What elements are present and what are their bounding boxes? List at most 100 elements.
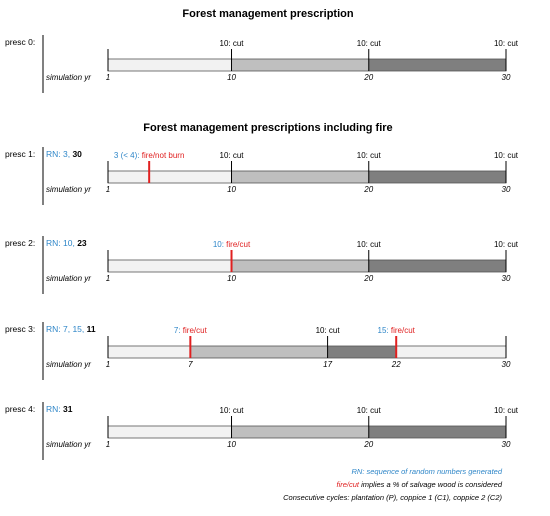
cut-event-label: 10: cut [220,39,245,48]
cycle-segment [108,426,232,438]
prescription-row: presc 4: RN: 31 simulation yr 10: cut 10: cu… [5,402,519,460]
fire-event-number: 3 (< 4): [114,151,142,160]
fire-event-number: 10: [213,240,226,249]
cycle-segment [368,59,506,71]
prescription-row: presc 3: RN: 7, 15, 11 simulation yr 7: fir… [5,322,511,380]
cycle-segment [368,426,506,438]
fire-section-title: Forest management prescriptions includin… [143,122,392,134]
year-tick-label: 17 [323,360,332,369]
legend-fire: fire/cut implies a % of salvage wood is … [336,480,502,489]
simulation-yr-label: simulation yr [46,185,91,194]
cut-event-label: 10: cut [494,39,519,48]
cycle-segment [368,260,506,272]
rn-final-value: 31 [63,404,73,414]
legend-cycles: Consecutive cycles: plantation (P), copp… [283,493,502,502]
cycle-segment [108,59,232,71]
year-tick-label: 20 [363,73,373,82]
cut-event-label: 10: cut [357,240,382,249]
rn-final-value: 11 [87,324,96,334]
prescription-row: presc 1: RN: 3, 30 simulation yr 3 (< 4): f… [5,147,519,205]
rn-values: 3, [63,149,72,159]
cycle-segment [327,346,397,358]
cycle-segment [231,59,369,71]
simulation-yr-label: simulation yr [46,360,91,369]
cut-event-label: 10: cut [494,151,519,160]
cut-event-label: 10: cut [220,406,245,415]
simulation-yr-label: simulation yr [46,274,91,283]
cycle-segment [108,171,232,183]
cut-event-label: 10: cut [357,39,382,48]
year-tick-label: 7 [188,360,193,369]
prescription-row: presc 0: simulation yr 10: cut 10: cut 10: c… [5,35,519,93]
fire-event-number: 15: [378,326,391,335]
prescription-rows: presc 0: simulation yr 10: cut 10: cut 10: c… [5,35,519,460]
cycle-segment [231,171,369,183]
rn-values: 7, 15, [63,324,87,334]
cycle-segment [396,346,506,358]
cut-event-label: 10: cut [316,326,341,335]
rn-label: RN: 10, 23 [46,238,87,248]
prescription-label: presc 3: [5,324,35,334]
year-tick-label: 10 [227,185,236,194]
year-tick-label: 30 [502,440,511,449]
year-tick-label: 30 [502,360,511,369]
legend-fire-word: fire/cut [336,480,359,489]
cut-event-label: 10: cut [357,406,382,415]
fire-event-label: 15: fire/cut [378,326,416,335]
rn-final-value: 30 [72,149,82,159]
cycle-segment [368,171,506,183]
year-tick-label: 30 [502,185,511,194]
year-tick-label: 30 [502,73,511,82]
fire-event-text: fire/cut [183,326,208,335]
year-tick-label: 10 [227,440,236,449]
prescription-row: presc 2: RN: 10, 23 simulation yr 10: fire/… [5,236,519,294]
year-tick-label: 30 [502,274,511,283]
rn-final-value: 23 [77,238,87,248]
cycle-segment [108,260,232,272]
simulation-yr-label: simulation yr [46,73,91,82]
rn-prefix: RN: [46,238,63,248]
fire-event-label: 10: fire/cut [213,240,251,249]
rn-label: RN: 31 [46,404,73,414]
fire-event-label: 3 (< 4): fire/not burn [114,151,185,160]
cut-event-label: 10: cut [494,406,519,415]
legend-rn: RN: sequence of random numbers generated [351,467,502,476]
year-tick-label: 1 [106,73,110,82]
cut-event-label: 10: cut [357,151,382,160]
fire-event-text: fire/cut [391,326,416,335]
rn-prefix: RN: [46,404,63,414]
rn-prefix: RN: [46,324,63,334]
fire-event-number: 7: [174,326,183,335]
year-tick-label: 20 [363,440,373,449]
cycle-segment [190,346,328,358]
year-tick-label: 20 [363,274,373,283]
top-title: Forest management prescription [182,8,353,20]
cut-event-label: 10: cut [220,151,245,160]
legend: RN: sequence of random numbers generated… [283,467,503,502]
year-tick-label: 10 [227,73,236,82]
prescription-label: presc 0: [5,37,35,47]
year-tick-label: 20 [363,185,373,194]
year-tick-label: 1 [106,360,110,369]
cycle-segment [231,260,369,272]
cycle-segment [231,426,369,438]
rn-label: RN: 7, 15, 11 [46,324,96,334]
cut-event-label: 10: cut [494,240,519,249]
prescription-label: presc 2: [5,238,35,248]
year-tick-label: 10 [227,274,236,283]
legend-fire-rest: implies a % of salvage wood is considere… [359,480,503,489]
prescription-label: presc 4: [5,404,35,414]
prescription-label: presc 1: [5,149,35,159]
fire-event-text: fire/not burn [142,151,185,160]
rn-label: RN: 3, 30 [46,149,82,159]
cycle-segment [108,346,191,358]
fire-event-text: fire/cut [226,240,251,249]
rn-prefix: RN: [46,149,63,159]
legend-rn-text: RN: sequence of random numbers generated [351,467,502,476]
year-tick-label: 1 [106,440,110,449]
fire-event-label: 7: fire/cut [174,326,208,335]
year-tick-label: 1 [106,185,110,194]
year-tick-label: 22 [391,360,401,369]
simulation-yr-label: simulation yr [46,440,91,449]
